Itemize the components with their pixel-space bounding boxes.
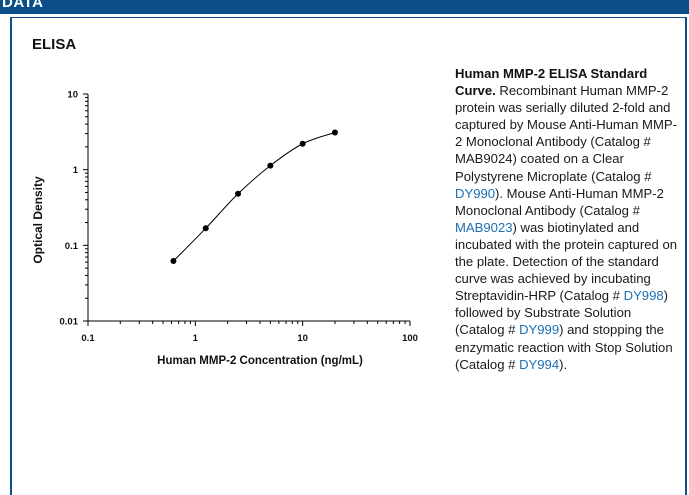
- x-tick-label: 100: [402, 333, 418, 344]
- caption-text-5: ) and stopping the enzymatic reaction wi…: [455, 322, 673, 372]
- catalog-link-mab9023[interactable]: MAB9023: [455, 219, 513, 235]
- chart-axes: [87, 94, 410, 322]
- caption-text-6: ).: [559, 356, 568, 372]
- catalog-link-dy998[interactable]: DY998: [623, 288, 664, 304]
- caption-text-1: Recombinant Human MMP-2 protein was seri…: [455, 83, 677, 184]
- fit-curve: [173, 132, 336, 262]
- y-tick-label: 1: [73, 165, 79, 176]
- caption-text-2: ). Mouse Anti-Human MMP-2 Monoclonal Ant…: [455, 185, 664, 218]
- header-title: DATA: [2, 0, 44, 11]
- elisa-panel: ELISA 0.1 1 10 100 0.01 0.1 1 10 Optical Densit…: [10, 17, 687, 495]
- caption-text-3: ) was biotinylated and incubated with th…: [455, 219, 678, 304]
- x-tick-label: 1: [193, 333, 199, 344]
- header-bar: DATA: [0, 0, 689, 14]
- y-tick-label: 0.01: [60, 317, 79, 328]
- catalog-link-dy999[interactable]: DY999: [519, 322, 560, 338]
- data-point: [267, 162, 274, 169]
- data-point: [299, 140, 306, 147]
- data-point: [331, 129, 338, 136]
- figure-caption: Human MMP-2 ELISA Standard Curve. Recomb…: [455, 65, 681, 373]
- data-point: [170, 258, 177, 265]
- data-point: [235, 190, 242, 197]
- x-tick-label: 0.1: [81, 333, 95, 344]
- catalog-link-dy994[interactable]: DY994: [519, 356, 560, 372]
- y-tick-label: 0.1: [65, 241, 79, 252]
- x-tick-label: 10: [297, 333, 308, 344]
- caption-heading: Human MMP-2 ELISA Standard Curve.: [455, 66, 648, 99]
- x-axis-label: Human MMP-2 Concentration (ng/mL): [157, 355, 363, 367]
- y-tick-label: 10: [67, 90, 78, 101]
- y-axis-label: Optical Density: [31, 176, 45, 264]
- chart-series: [170, 129, 338, 265]
- catalog-link-dy990[interactable]: DY990: [455, 185, 496, 201]
- data-point: [202, 225, 209, 232]
- caption-text-4: ) followed by Substrate Solution (Catalo…: [455, 288, 669, 338]
- panel-title: ELISA: [32, 36, 77, 53]
